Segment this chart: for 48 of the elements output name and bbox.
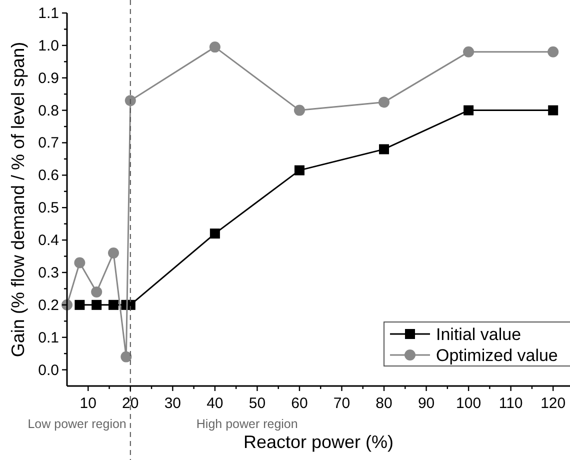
text: High power region [196,417,298,431]
point [124,95,136,106]
point [294,165,304,176]
point [74,300,85,310]
y-tick-label: 0.0 [38,362,59,379]
legend-label: Optimized value [436,346,558,365]
y-axis-title: Gain (% flow demand / % of level span) [8,42,28,358]
point [92,300,102,310]
point [379,144,390,154]
point [209,42,220,53]
point [120,351,132,362]
y-tick-label: 1.0 [38,37,59,54]
y-tick-label: 0.1 [38,329,59,346]
point [548,46,559,58]
point [378,96,390,108]
point [210,228,220,239]
x-axis-title: Reactor power (%) [243,432,394,452]
x-tick-label: 50 [248,395,266,412]
x-tick-label: 10 [80,395,96,412]
point [91,286,102,298]
x-tick-label: 100 [456,395,482,412]
point [108,248,119,259]
y-tick-label: 0.8 [38,102,59,120]
x-tick-label: 20 [122,395,139,412]
x-tick-label: 60 [291,395,308,412]
x-tick-label: 40 [206,395,224,412]
point [108,300,118,310]
x-tick-label: 110 [498,395,523,412]
point [463,46,474,58]
y-tick-label: 0.5 [38,200,59,217]
y-tick-label: 0.3 [38,264,59,282]
y-tick-label: 0.9 [38,70,59,87]
y-tick-label: 0.6 [38,167,59,184]
x-tick-label: 90 [418,395,435,412]
x-tick-label: 120 [540,395,566,412]
point [548,105,558,116]
point [464,105,474,116]
point [74,257,86,268]
x-tick-label: 30 [164,395,182,412]
x-tick-label: 80 [376,395,392,412]
y-tick-label: 0.4 [38,232,59,250]
point [294,104,305,116]
y-tick-label: 0.7 [38,134,59,152]
y-tick-label: 0.2 [38,296,59,314]
x-tick-label: 70 [333,395,350,412]
text: Low power region [28,417,126,431]
y-tick-label: 1.1 [38,5,59,22]
legend-label: Initial value [436,325,522,344]
